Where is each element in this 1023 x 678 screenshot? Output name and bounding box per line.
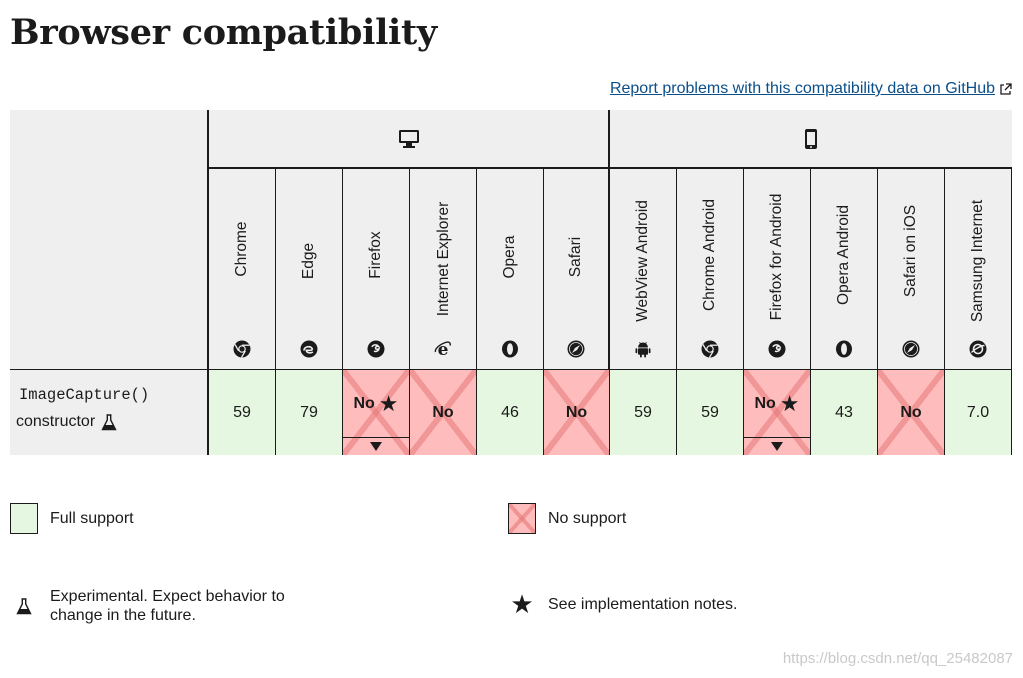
support-cell-firefox-for-android[interactable]: No ★ — [744, 370, 811, 455]
legend-notes: ★ See implementation notes. — [508, 591, 737, 617]
full-support-swatch — [10, 503, 38, 534]
legend-full-support: Full support — [10, 503, 134, 534]
browser-name: Chrome Android — [701, 198, 718, 312]
external-link-icon — [1000, 82, 1012, 95]
browser-name: Opera — [501, 235, 518, 279]
internet-explorer-icon: e — [434, 340, 451, 358]
chrome-icon — [233, 340, 251, 358]
flask-icon — [16, 597, 32, 614]
browser-name: Internet Explorer — [435, 201, 453, 317]
feature-code: ImageCapture() — [19, 386, 150, 404]
support-cell-opera-android[interactable]: 43 — [811, 370, 878, 455]
star-icon: ★ — [510, 589, 534, 619]
svg-text:e: e — [438, 340, 449, 358]
support-value: 7.0 — [966, 403, 990, 421]
row-divider — [10, 369, 1012, 370]
browser-name: WebView Android — [634, 200, 651, 322]
caret-down-icon[interactable] — [370, 442, 382, 451]
legend-experimental-label: Experimental. Expect behavior to change … — [50, 588, 285, 624]
browser-header-opera-android: Opera Android — [811, 169, 878, 370]
safari-icon — [567, 340, 585, 358]
support-value: 59 — [701, 403, 719, 421]
support-value: No — [900, 403, 922, 421]
support-value: 79 — [300, 403, 318, 421]
samsung-internet-icon — [969, 340, 987, 358]
support-value: No — [754, 394, 776, 412]
support-value: 46 — [501, 403, 519, 421]
browser-name: Chrome — [233, 221, 250, 277]
browser-header-internet-explorer: Internet Explorer e — [410, 169, 477, 370]
browser-name: Firefox for Android — [768, 193, 785, 321]
support-cell-chrome-android[interactable]: 59 — [677, 370, 744, 455]
browser-header-edge: Edge — [276, 169, 343, 370]
caret-down-icon[interactable] — [771, 442, 783, 451]
support-value: No — [565, 403, 588, 421]
support-cell-internet-explorer[interactable]: No — [410, 370, 477, 455]
desktop-icon — [398, 129, 419, 148]
watermark: https://blog.csdn.net/qq_25482087 — [782, 650, 1013, 667]
browser-name: Safari on iOS — [902, 204, 919, 298]
browser-header-chrome: Chrome — [209, 169, 276, 370]
firefox-icon — [768, 340, 786, 358]
legend-no-support-label: No support — [548, 510, 627, 527]
page-title: Browser compatibility — [10, 12, 437, 53]
legend-no-support: No support — [508, 503, 626, 534]
firefox-icon — [367, 340, 385, 358]
browser-name: Firefox — [367, 231, 384, 279]
no-support-swatch — [508, 503, 536, 534]
edge-icon — [300, 340, 318, 358]
browser-header-webview-android: WebView Android — [610, 169, 677, 370]
safari-icon — [902, 340, 920, 358]
browser-name: Safari — [567, 236, 584, 278]
mobile-group-header — [610, 110, 1012, 169]
legend-experimental: Experimental. Expect behavior to change … — [10, 587, 300, 625]
browser-name: Edge — [300, 242, 317, 280]
feature-cell: ImageCapture() constructor — [10, 370, 209, 455]
support-cell-edge[interactable]: 79 — [276, 370, 343, 455]
report-link-label: Report problems with this compatibility … — [609, 80, 995, 97]
browser-header-firefox-for-android: Firefox for Android — [744, 169, 811, 370]
legend-notes-label: See implementation notes. — [548, 595, 738, 613]
opera-icon — [836, 340, 852, 358]
support-cell-safari[interactable]: No — [544, 370, 610, 455]
support-value: 43 — [835, 403, 853, 421]
compatibility-table: Chrome Edge Firefox Internet Explorer e … — [10, 110, 1012, 455]
support-cell-firefox[interactable]: No ★ — [343, 370, 410, 455]
table-corner — [10, 110, 209, 370]
browser-header-firefox: Firefox — [343, 169, 410, 370]
support-cell-samsung-internet[interactable]: 7.0 — [945, 370, 1012, 455]
browser-name: Samsung Internet — [969, 199, 986, 323]
legend-full-support-label: Full support — [50, 510, 134, 527]
support-cell-safari-on-ios[interactable]: No — [878, 370, 945, 455]
browser-header-safari-on-ios: Safari on iOS — [878, 169, 945, 370]
feature-label: constructor — [16, 413, 96, 430]
browser-header-samsung-internet: Samsung Internet — [945, 169, 1012, 370]
android-icon — [635, 341, 651, 358]
star-icon: ★ — [378, 390, 399, 416]
flask-icon — [101, 413, 117, 430]
support-value: 59 — [233, 403, 251, 421]
support-cell-webview-android[interactable]: 59 — [610, 370, 677, 455]
star-icon: ★ — [779, 390, 800, 416]
support-value: 59 — [634, 403, 652, 421]
mobile-phone-icon — [805, 128, 817, 149]
support-cell-chrome[interactable]: 59 — [209, 370, 276, 455]
browser-header-opera: Opera — [477, 169, 544, 370]
chrome-icon — [701, 340, 719, 358]
report-problems-link[interactable]: Report problems with this compatibility … — [610, 80, 1012, 98]
opera-icon — [502, 340, 518, 358]
browser-header-chrome-android: Chrome Android — [677, 169, 744, 370]
support-cell-opera[interactable]: 46 — [477, 370, 544, 455]
support-value: No — [432, 403, 454, 421]
support-value: No — [353, 394, 375, 412]
desktop-group-header — [209, 110, 610, 169]
browser-header-safari: Safari — [544, 169, 610, 370]
browser-name: Opera Android — [835, 205, 852, 305]
